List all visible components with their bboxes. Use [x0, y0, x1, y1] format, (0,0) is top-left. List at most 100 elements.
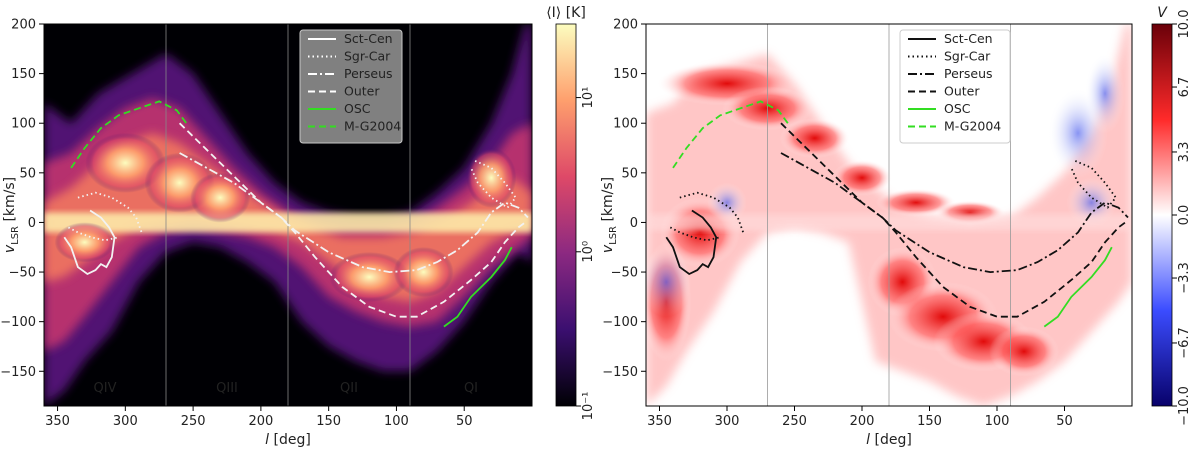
residual-positive-blob [779, 118, 850, 159]
emission-blob [329, 252, 410, 303]
legend-item: Outer [908, 84, 980, 99]
right-arm-curves [665, 100, 1129, 328]
x-tick-label: 50 [1056, 414, 1073, 429]
legend-label: OSC [344, 101, 371, 116]
perseus-curve [780, 152, 1129, 274]
emission-blob [54, 222, 115, 263]
sct-cen-curve [63, 209, 116, 276]
colorbar-tick-label: −3.3 [1177, 262, 1192, 294]
legend-item: Sct-Cen [308, 31, 393, 46]
x-tick-label: 350 [45, 414, 70, 429]
x-tick-label: 100 [384, 414, 409, 429]
colorbar-tick-label: 3.3 [1177, 142, 1192, 163]
legend-item: Sgr-Car [308, 49, 391, 64]
outer-curve [780, 122, 1126, 318]
legend-label: Outer [344, 84, 380, 99]
legend-item: Perseus [308, 66, 393, 81]
x-tick-label: 150 [316, 414, 341, 429]
sct-cen-curve [665, 209, 718, 276]
y-tick-label: −150 [602, 365, 638, 380]
y-tick-label: −50 [611, 266, 638, 281]
x-tick-label: 250 [782, 414, 807, 429]
legend-item: Sct-Cen [908, 31, 993, 46]
legend-item: Sgr-Car [908, 49, 991, 64]
legend-label: Sct-Cen [344, 31, 393, 46]
left-quadrant-lines [165, 24, 411, 406]
right-x-ticks: 350 300 250 200 150 100 50 [647, 406, 1073, 429]
y-tick-label: −50 [9, 266, 36, 281]
right-panel: Sct-Cen Sgr-Car Perseus Outer OSC M-G2004 350… [600, 5, 1192, 448]
right-colorbar-label: V [1157, 5, 1168, 21]
x-tick-label: 100 [985, 414, 1010, 429]
legend-label: Sgr-Car [344, 49, 391, 64]
colorbar-tick-label: 6.7 [1177, 77, 1192, 98]
y-tick-label: 50 [621, 166, 638, 181]
x-tick-label: 150 [917, 414, 942, 429]
legend-item: OSC [308, 101, 371, 116]
colorbar-tick-label: −10.0 [1177, 386, 1192, 426]
left-colorbar-label: ⟨I⟩ [K] [546, 5, 586, 21]
legend-label: Outer [944, 84, 980, 99]
legend-box [899, 29, 1011, 144]
left-plot-frame [43, 23, 533, 407]
right-colorbar [1151, 23, 1173, 407]
x-tick-label: 350 [647, 414, 672, 429]
colorbar-tick-label: 10¹ [581, 87, 596, 109]
residual-negative-blob [707, 182, 747, 223]
x-tick-label: 300 [113, 414, 138, 429]
legend-label: OSC [944, 101, 971, 116]
legend-label: Perseus [344, 66, 393, 81]
left-y-ticks: −150 −100 −50 0 50 100 150 200 [0, 18, 44, 380]
colorbar-tick-label: 10.0 [1177, 10, 1192, 39]
left-panel: QIV QIII QII QI Sct-Cen Sgr-Car Perseus Outer O… [0, 5, 596, 448]
legend-item: OSC [908, 101, 971, 116]
sgr-car-curve [470, 160, 517, 209]
residual-negative-blob [1085, 53, 1125, 134]
colorbar-tick-label: 0.0 [1177, 205, 1192, 226]
quadrant-label: QIV [94, 381, 117, 396]
x-tick-label: 50 [456, 414, 473, 429]
colorbar-tick-label: 10⁰ [581, 241, 596, 263]
right-colorbar-ticks: 10.0 6.7 3.3 0.0 −3.3 −6.7 −10.0 [1172, 10, 1192, 426]
x-tick-label: 300 [715, 414, 740, 429]
legend-item: M-G2004 [308, 119, 401, 134]
right-x-axis-label: l [deg] [866, 432, 912, 448]
perseus-curve [179, 152, 529, 274]
outer-curve [178, 122, 526, 318]
legend-box [299, 29, 403, 144]
legend-label: M-G2004 [944, 119, 1001, 134]
left-x-ticks: 350 300 250 200 150 100 50 [45, 406, 472, 429]
emission-blob [190, 172, 251, 223]
emission-blob [393, 247, 454, 298]
x-tick-label: 250 [181, 414, 206, 429]
x-tick-label: 200 [850, 414, 875, 429]
right-plot-frame [645, 23, 1133, 407]
y-tick-label: 200 [613, 18, 638, 33]
legend-label: Sgr-Car [944, 49, 991, 64]
legend-label: M-G2004 [344, 119, 401, 134]
legend-label: Sct-Cen [944, 31, 993, 46]
left-quadrant-labels: QIV QIII QII QI [94, 381, 479, 396]
x-tick-label: 200 [248, 414, 273, 429]
mg2004-curve [70, 100, 188, 169]
osc-curve [1043, 246, 1113, 328]
quadrant-label: QII [340, 381, 358, 396]
y-tick-label: −100 [602, 315, 638, 330]
y-tick-label: 0 [28, 216, 36, 231]
quadrant-label: QIII [216, 381, 238, 396]
osc-curve [443, 246, 513, 328]
y-tick-label: 150 [11, 67, 36, 82]
y-tick-label: −100 [0, 315, 36, 330]
left-arm-curves [63, 100, 529, 328]
y-tick-label: 50 [19, 166, 36, 181]
right-legend: Sct-Cen Sgr-Car Perseus Outer OSC M-G2004 [899, 29, 1011, 144]
right-y-axis-label: vLSR [km/s] [600, 177, 619, 253]
left-x-axis-label: l [deg] [265, 432, 311, 448]
y-tick-label: 150 [613, 67, 638, 82]
left-y-axis-label: vLSR [km/s] [2, 177, 21, 253]
y-tick-label: 0 [630, 216, 638, 231]
emission-blob [466, 147, 517, 208]
legend-item: Outer [308, 84, 380, 99]
y-tick-label: 100 [613, 117, 638, 132]
